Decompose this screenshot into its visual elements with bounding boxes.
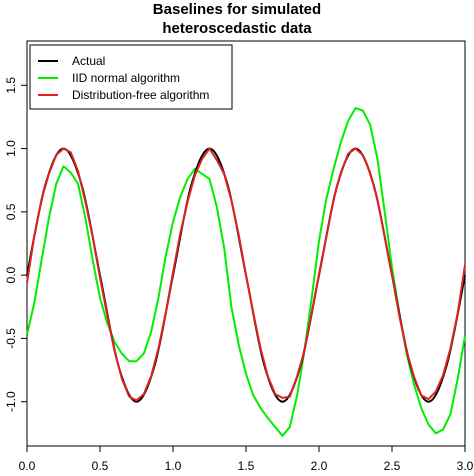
legend-label-iid-normal: IID normal algorithm bbox=[72, 71, 180, 85]
x-tick-label: 0.0 bbox=[19, 459, 36, 473]
y-tick-label: 0.5 bbox=[4, 203, 18, 220]
legend-label-distribution-free: Distribution-free algorithm bbox=[72, 88, 209, 102]
legend: Actual IID normal algorithm Distribution… bbox=[29, 44, 233, 110]
series-line-iid-normal bbox=[26, 107, 466, 437]
y-tick-label: 1.5 bbox=[4, 77, 18, 94]
y-tick-label: -0.5 bbox=[4, 328, 18, 349]
legend-box bbox=[29, 44, 233, 110]
series-line-distribution-free bbox=[26, 147, 466, 402]
x-tick-label: 2.5 bbox=[384, 459, 401, 473]
x-axis: 0.0 0.5 1.0 1.5 2.0 2.5 3.0 bbox=[19, 446, 474, 473]
series-layer bbox=[26, 107, 466, 437]
x-tick-label: 2.0 bbox=[311, 459, 328, 473]
y-tick-label: 1.0 bbox=[4, 140, 18, 157]
y-tick-label: 0.0 bbox=[4, 266, 18, 283]
x-tick-label: 1.0 bbox=[165, 459, 182, 473]
x-tick-label: 0.5 bbox=[92, 459, 109, 473]
y-tick-label: -1.0 bbox=[4, 391, 18, 412]
legend-label-actual: Actual bbox=[72, 54, 105, 68]
chart-title-line-2: heteroscedastic data bbox=[162, 20, 312, 37]
y-axis: -1.0 -0.5 0.0 0.5 1.0 1.5 bbox=[4, 77, 27, 412]
x-tick-label: 1.5 bbox=[238, 459, 255, 473]
x-tick-label: 3.0 bbox=[457, 459, 474, 473]
chart-title-line-1: Baselines for simulated bbox=[153, 1, 321, 18]
